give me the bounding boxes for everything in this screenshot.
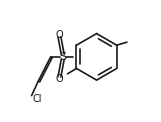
- Text: Cl: Cl: [32, 94, 42, 104]
- Text: O: O: [55, 30, 63, 40]
- Text: S: S: [60, 52, 67, 62]
- Text: O: O: [55, 74, 63, 84]
